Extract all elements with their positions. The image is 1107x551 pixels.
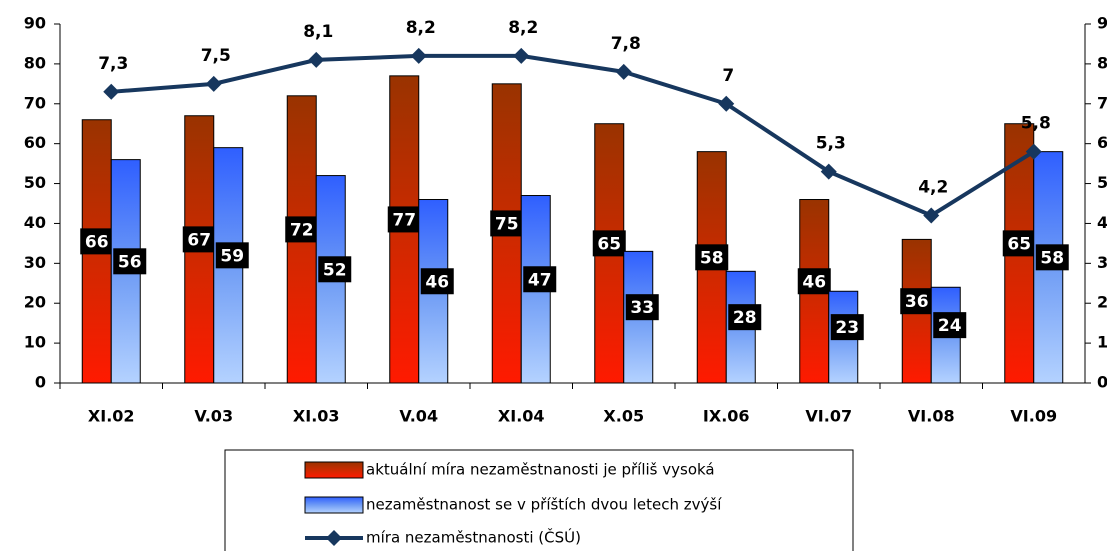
line-marker	[103, 83, 120, 100]
line-marker	[718, 95, 735, 112]
x-tick-label: XI.04	[498, 407, 545, 426]
line-label: 7,8	[611, 34, 641, 54]
x-tick-label: VI.07	[805, 407, 852, 426]
data-label: 52	[323, 260, 347, 280]
data-label-bg	[80, 228, 114, 255]
line	[111, 53, 1035, 218]
line-label: 7,3	[98, 54, 128, 74]
x-tick-label: X.05	[603, 407, 644, 426]
data-label-bg	[830, 314, 864, 341]
line-marker	[820, 163, 837, 180]
data-label-bg	[1002, 230, 1036, 257]
data-label: 72	[290, 220, 314, 240]
line-marker	[513, 47, 530, 64]
data-label: 58	[1040, 248, 1064, 268]
data-label-bg	[625, 294, 659, 321]
data-label-bg	[933, 312, 967, 339]
y2-tick-label: 4	[1097, 213, 1107, 232]
data-label-bg	[490, 210, 524, 237]
y-tick-label: 90	[24, 14, 46, 33]
data-label-bg	[285, 216, 319, 243]
y-tick-label: 20	[24, 293, 46, 312]
data-label-bg	[523, 266, 557, 293]
y-tick-label: 0	[35, 373, 46, 392]
data-label: 46	[802, 272, 826, 292]
data-label: 47	[528, 270, 552, 290]
y2-tick-label: 9	[1097, 14, 1107, 33]
data-label: 36	[905, 292, 929, 312]
y2-tick-label: 5	[1097, 173, 1107, 192]
line-marker	[205, 75, 222, 92]
y-tick-label: 70	[24, 93, 46, 112]
data-label: 24	[938, 316, 962, 336]
data-label-bg	[728, 304, 762, 331]
data-label-bg	[797, 268, 831, 295]
line-label: 5,3	[816, 134, 846, 154]
legend-label: aktuální míra nezaměstnanosti je příliš …	[366, 461, 715, 479]
line-label: 5,8	[1021, 114, 1051, 134]
data-label-bg	[387, 206, 421, 233]
y2-tick-label: 0	[1097, 373, 1107, 392]
data-label: 23	[835, 318, 859, 338]
line-marker	[615, 63, 632, 80]
line-label: 4,2	[918, 177, 948, 197]
x-tick-label: V.03	[194, 407, 233, 426]
legend-swatch	[304, 496, 364, 514]
data-label: 28	[733, 308, 757, 328]
data-label-bg	[215, 242, 249, 269]
y-tick-label: 60	[24, 133, 46, 152]
x-tick-label: VI.09	[1010, 407, 1057, 426]
legend-swatch	[304, 461, 364, 479]
line-marker	[410, 47, 427, 64]
data-label: 59	[220, 246, 244, 266]
legend-swatch	[326, 530, 342, 546]
data-label-bg	[695, 244, 729, 271]
line-label: 8,2	[406, 18, 436, 38]
line-label: 8,1	[303, 22, 333, 42]
data-label: 65	[1007, 234, 1031, 254]
data-label-bg	[592, 230, 626, 257]
data-label: 75	[495, 214, 519, 234]
data-label-bg	[318, 256, 352, 283]
line-marker	[923, 207, 940, 224]
x-tick-label: IX.06	[703, 407, 750, 426]
x-tick-label: XI.03	[293, 407, 340, 426]
data-label: 56	[118, 252, 142, 272]
line-marker	[308, 51, 325, 68]
y2-tick-label: 1	[1097, 333, 1107, 352]
line-label: 8,2	[508, 18, 538, 38]
x-tick-label: VI.08	[908, 407, 955, 426]
y2-tick-label: 2	[1097, 293, 1107, 312]
y2-tick-label: 3	[1097, 253, 1107, 272]
y-tick-label: 30	[24, 253, 46, 272]
y2-tick-label: 8	[1097, 53, 1107, 72]
y-tick-label: 50	[24, 173, 46, 192]
y-tick-label: 80	[24, 53, 46, 72]
y-tick-label: 40	[24, 213, 46, 232]
data-label: 77	[392, 210, 416, 230]
data-label-bg	[1035, 244, 1069, 271]
data-label: 65	[597, 234, 621, 254]
data-label-bg	[182, 226, 216, 253]
legend-label: míra nezaměstnanosti (ČSÚ)	[366, 528, 581, 547]
data-label: 67	[187, 230, 211, 250]
data-label-bg	[900, 288, 934, 315]
y-tick-label: 10	[24, 333, 46, 352]
y2-tick-label: 6	[1097, 133, 1107, 152]
x-tick-label: XI.02	[88, 407, 135, 426]
data-label: 33	[630, 298, 654, 318]
line-label: 7,5	[201, 46, 231, 66]
x-tick-label: V.04	[399, 407, 438, 426]
data-label: 66	[85, 232, 109, 252]
y2-tick-label: 7	[1097, 93, 1107, 112]
data-label-bg	[420, 268, 454, 295]
data-label: 46	[425, 272, 449, 292]
line-label: 7	[722, 66, 734, 86]
data-label-bg	[113, 248, 147, 275]
data-label: 58	[700, 248, 724, 268]
legend-label: nezaměstnanost se v příštích dvou letech…	[366, 496, 722, 514]
line-marker	[1025, 143, 1042, 160]
